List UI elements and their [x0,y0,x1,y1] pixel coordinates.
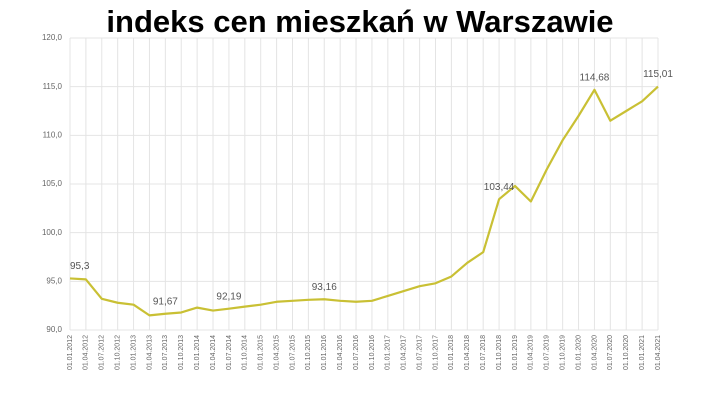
x-tick-label: 01.04.2019 [528,335,535,370]
x-tick-label: 01.01.2017 [385,335,392,370]
x-tick-label: 01.01.2012 [67,335,74,370]
x-tick-label: 01.01.2016 [321,335,328,370]
x-tick-label: 01.10.2017 [432,335,439,370]
x-tick-label: 01.04.2013 [146,335,153,370]
x-tick-label: 01.01.2021 [639,335,646,370]
x-tick-label: 01.07.2014 [226,335,233,370]
y-tick-label: 120,0 [42,33,63,42]
x-tick-label: 01.07.2016 [353,335,360,370]
x-tick-label: 01.04.2016 [337,335,344,370]
x-tick-label: 01.10.2015 [305,335,312,370]
y-tick-label: 115,0 [43,82,63,91]
x-tick-label: 01.01.2019 [512,335,519,370]
x-tick-label: 01.04.2018 [464,335,471,370]
x-tick-label: 01.01.2018 [448,335,455,370]
x-tick-label: 01.07.2013 [162,335,169,370]
x-tick-label: 01.10.2014 [242,335,249,370]
x-tick-label: 01.04.2017 [401,335,408,370]
x-tick-label: 01.04.2015 [273,335,280,370]
x-tick-label: 01.10.2012 [115,335,122,370]
data-label: 95,3 [70,261,90,272]
x-tick-label: 01.04.2021 [655,335,662,370]
data-label: 114,68 [580,72,610,83]
x-tick-label: 01.10.2020 [623,335,630,370]
data-label: 92,19 [216,291,241,302]
line [69,85,659,317]
x-tick-label: 01.07.2019 [544,335,551,370]
x-tick-label: 01.04.2014 [210,335,217,370]
data-label: 103,44 [484,182,515,193]
x-tick-label: 01.10.2013 [178,335,185,370]
x-tick-label: 01.07.2015 [289,335,296,370]
chart-title: indeks cen mieszkań w Warszawie [106,4,613,39]
y-tick-label: 95,0 [46,276,62,285]
data-label: 115,01 [643,69,673,80]
x-tick-label: 01.10.2019 [559,335,566,370]
x-tick-label: 01.07.2020 [607,335,614,370]
data-label: 93,16 [312,282,337,293]
x-tick-label: 01.04.2012 [83,335,90,370]
x-tick-label: 01.01.2015 [258,335,265,370]
x-tick-label: 01.07.2018 [480,335,487,370]
x-tick-label: 01.10.2018 [496,335,503,370]
data-label: 91,67 [153,296,178,307]
x-tick-label: 01.07.2017 [416,335,423,370]
x-tick-label: 01.07.2012 [99,335,106,370]
y-tick-label: 100,0 [42,228,63,237]
y-tick-label: 110,0 [43,130,63,139]
x-tick-label: 01.01.2020 [575,335,582,370]
y-tick-label: 105,0 [42,179,63,188]
y-tick-label: 90,0 [46,325,62,334]
x-tick-label: 01.01.2014 [194,335,201,370]
x-tick-label: 01.10.2016 [369,335,376,370]
x-tick-label: 01.01.2013 [130,335,137,370]
x-tick-label: 01.04.2020 [591,335,598,370]
